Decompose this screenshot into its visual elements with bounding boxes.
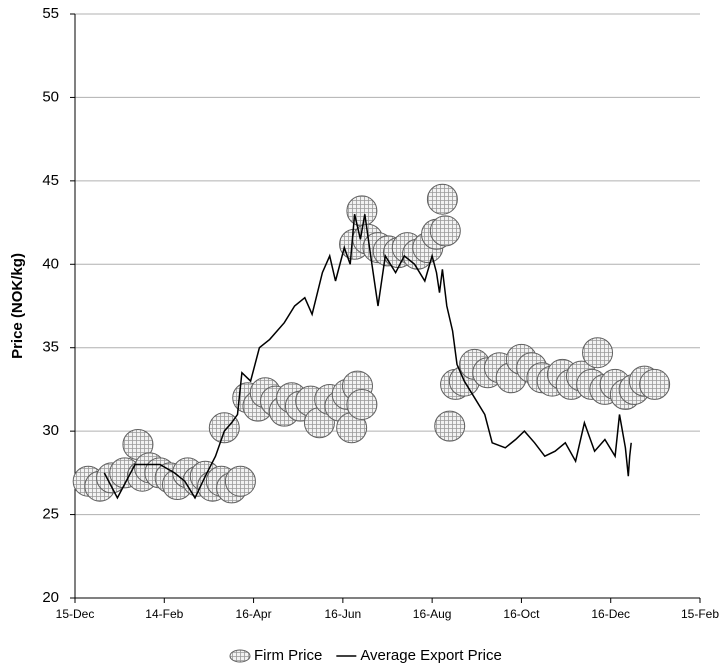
bubble: [582, 337, 614, 369]
y-axis-label: Price (NOK/kg): [9, 253, 26, 359]
bubble: [429, 215, 461, 247]
y-tick-label: 25: [42, 506, 59, 523]
bubble: [346, 195, 378, 227]
bubble: [434, 410, 466, 442]
x-tick-label: 15-Feb: [681, 607, 719, 621]
x-tick-label: 15-Dec: [56, 607, 95, 621]
y-tick-label: 50: [42, 88, 59, 105]
x-tick-label: 16-Jun: [325, 607, 362, 621]
y-tick-label: 40: [42, 255, 59, 272]
y-tick-label: 35: [42, 339, 59, 356]
x-tick-label: 16-Apr: [236, 607, 272, 621]
x-tick-label: 14-Feb: [145, 607, 183, 621]
bubble: [346, 388, 378, 420]
bubble: [224, 465, 256, 497]
legend-label: Firm Price: [254, 647, 322, 664]
y-tick-label: 30: [42, 422, 59, 439]
x-tick-label: 16-Dec: [591, 607, 630, 621]
bubble: [426, 183, 458, 215]
legend-swatch: [229, 649, 251, 663]
y-tick-label: 45: [42, 172, 59, 189]
bubble: [208, 412, 240, 444]
y-tick-label: 55: [42, 5, 59, 22]
line: [103, 214, 632, 500]
x-tick-label: 16-Aug: [413, 607, 452, 621]
y-tick-label: 20: [42, 589, 59, 606]
legend-label: Average Export Price: [360, 647, 501, 664]
x-tick-label: 16-Oct: [503, 607, 540, 621]
bubble: [639, 368, 671, 400]
